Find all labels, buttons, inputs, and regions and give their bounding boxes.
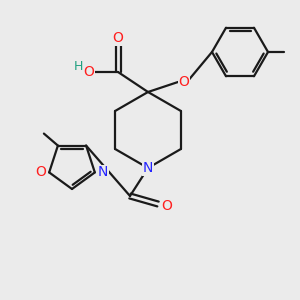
Text: O: O <box>178 75 189 89</box>
Text: N: N <box>98 165 108 179</box>
Text: H: H <box>73 61 83 74</box>
Text: N: N <box>143 161 153 175</box>
Text: O: O <box>162 199 172 213</box>
Text: O: O <box>112 31 123 45</box>
Text: O: O <box>36 165 46 179</box>
Text: O: O <box>84 65 94 79</box>
